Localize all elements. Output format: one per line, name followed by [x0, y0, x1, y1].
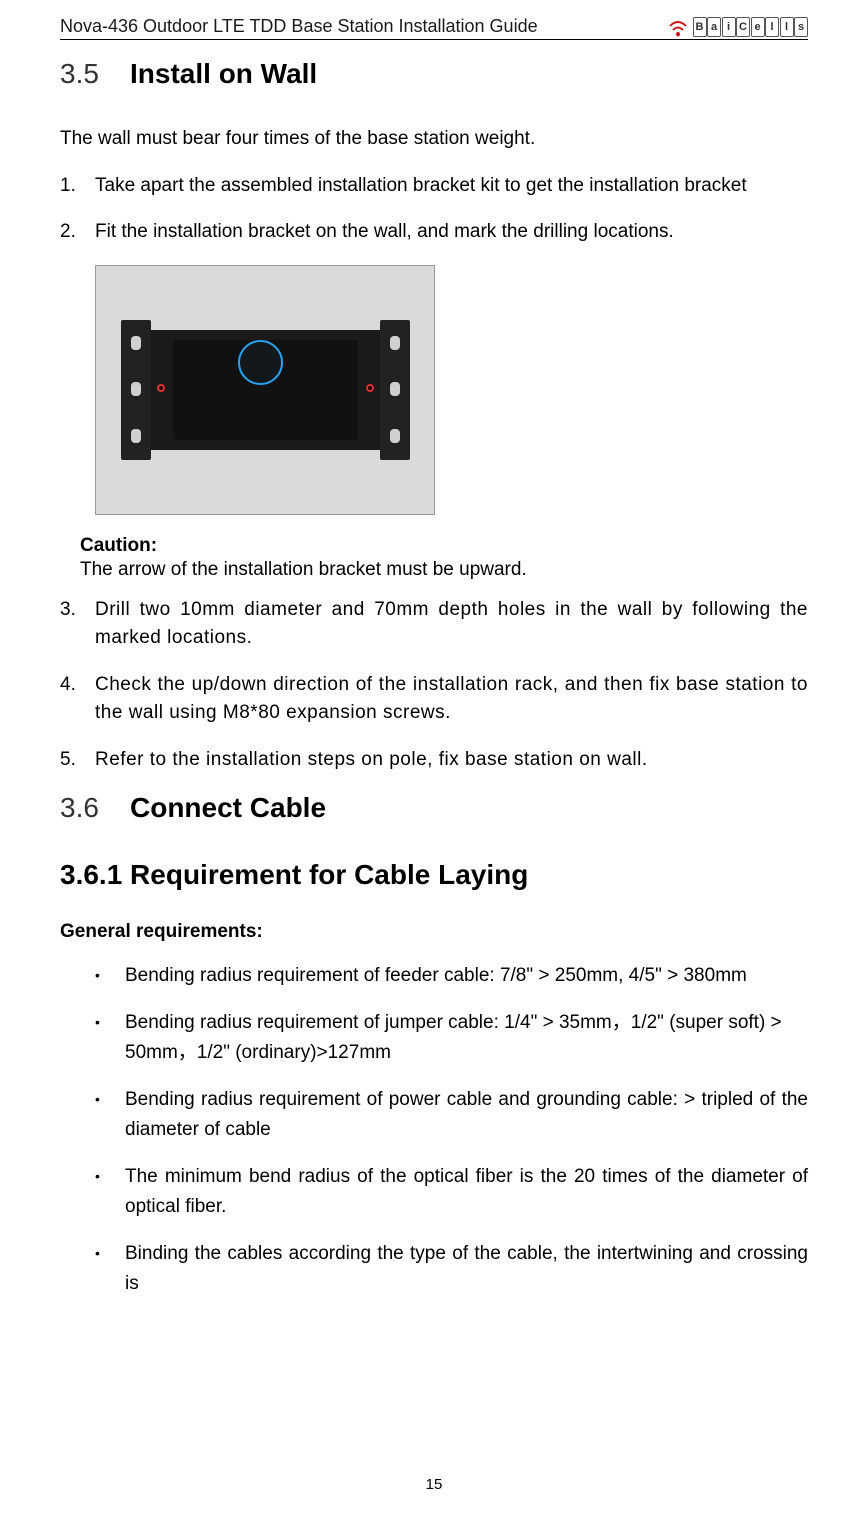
bullet-text: The minimum bend radius of the optical f… [125, 1162, 808, 1221]
section-title: Connect Cable [130, 792, 326, 824]
bullet-item: • Bending radius requirement of jumper c… [60, 1008, 808, 1067]
step-text: Check the up/down direction of the insta… [95, 671, 808, 728]
caution-block: Caution: The arrow of the installation b… [80, 535, 808, 581]
bracket-illustration [143, 330, 388, 450]
logo-letters: B a i C e l l s [692, 17, 808, 37]
bullet-icon: • [95, 1008, 125, 1067]
section-3-6-1-heading: 3.6.1 Requirement for Cable Laying [60, 859, 808, 891]
section-3-6-heading: 3.6 Connect Cable [60, 792, 808, 824]
bullet-text: Bending radius requirement of jumper cab… [125, 1008, 808, 1067]
step-number: 1. [60, 172, 95, 201]
bullet-text: Bending radius requirement of feeder cab… [125, 961, 808, 990]
mounting-hole-icon [366, 384, 374, 392]
caution-text: The arrow of the installation bracket mu… [80, 559, 808, 581]
requirements-subheading: General requirements: [60, 921, 808, 943]
step-4: 4. Check the up/down direction of the in… [60, 671, 808, 728]
bullet-text: Binding the cables according the type of… [125, 1239, 808, 1298]
step-text: Take apart the assembled installation br… [95, 172, 808, 201]
page-number: 15 [0, 1476, 868, 1493]
page-header: Nova-436 Outdoor LTE TDD Base Station In… [60, 15, 808, 40]
step-number: 2. [60, 218, 95, 247]
bullet-item: • Bending radius requirement of power ca… [60, 1085, 808, 1144]
section-number: 3.6 [60, 792, 130, 824]
section-number: 3.5 [60, 58, 130, 90]
bullet-icon: • [95, 1162, 125, 1221]
step-1: 1. Take apart the assembled installation… [60, 172, 808, 201]
step-number: 3. [60, 596, 95, 653]
bullet-icon: • [95, 961, 125, 990]
step-text: Refer to the installation steps on pole,… [95, 746, 808, 775]
bullet-item: • The minimum bend radius of the optical… [60, 1162, 808, 1221]
step-text: Fit the installation bracket on the wall… [95, 218, 808, 247]
bracket-left-flange [121, 320, 151, 460]
step-number: 4. [60, 671, 95, 728]
step-text: Drill two 10mm diameter and 70mm depth h… [95, 596, 808, 653]
baicells-logo: B a i C e l l s [667, 15, 808, 37]
bullet-icon: • [95, 1085, 125, 1144]
section-title: Install on Wall [130, 58, 317, 90]
bracket-right-flange [380, 320, 410, 460]
step-5: 5. Refer to the installation steps on po… [60, 746, 808, 775]
bullet-icon: • [95, 1239, 125, 1298]
bracket-figure [95, 265, 435, 515]
caution-label: Caution: [80, 535, 808, 557]
section-3-5-heading: 3.5 Install on Wall [60, 58, 808, 90]
step-2: 2. Fit the installation bracket on the w… [60, 218, 808, 247]
bullet-item: • Bending radius requirement of feeder c… [60, 961, 808, 990]
document-title: Nova-436 Outdoor LTE TDD Base Station In… [60, 16, 538, 37]
step-3: 3. Drill two 10mm diameter and 70mm dept… [60, 596, 808, 653]
step-number: 5. [60, 746, 95, 775]
intro-paragraph: The wall must bear four times of the bas… [60, 125, 808, 154]
bullet-text: Bending radius requirement of power cabl… [125, 1085, 808, 1144]
bullet-item: • Binding the cables according the type … [60, 1239, 808, 1298]
signal-icon [667, 15, 689, 37]
mounting-hole-icon [157, 384, 165, 392]
highlight-circle-icon [238, 340, 283, 385]
